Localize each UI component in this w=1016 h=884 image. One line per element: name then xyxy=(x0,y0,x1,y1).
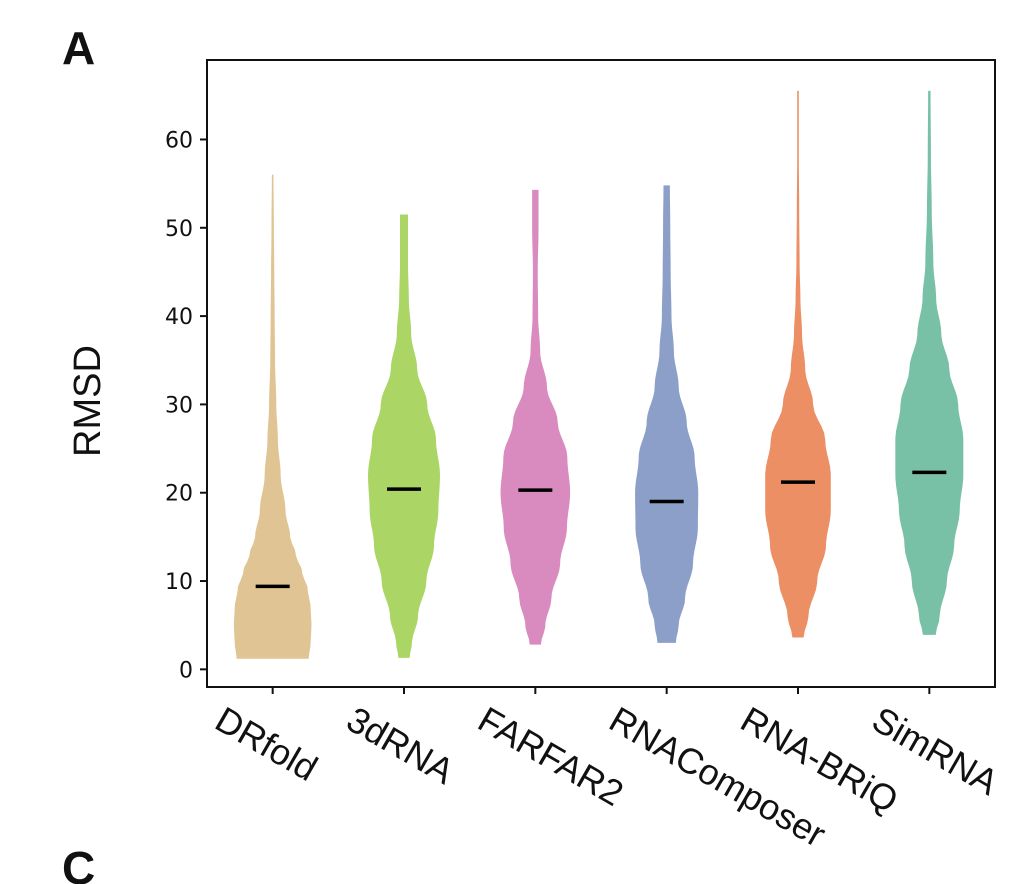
violin-rnacomposer xyxy=(635,185,699,643)
y-tick-layer: 0 10 20 30 40 50 60 xyxy=(165,128,207,683)
y-axis-label: RMSD xyxy=(67,345,109,457)
violin-drfold xyxy=(233,174,312,659)
violin-farfar2 xyxy=(500,189,571,645)
panel-label-a: A xyxy=(62,22,95,74)
y-tick-label: 60 xyxy=(165,128,193,153)
violin-3drna xyxy=(368,214,440,658)
violin-rna-briq xyxy=(765,90,831,638)
panel-label-c: C xyxy=(62,842,95,884)
median-layer xyxy=(255,470,947,589)
x-tick-label: DRfold xyxy=(209,698,325,789)
y-tick-label: 50 xyxy=(165,217,193,242)
violin-layer xyxy=(233,90,964,659)
x-tick-label: RNAComposer xyxy=(603,698,833,855)
y-tick-label: 0 xyxy=(179,658,193,683)
y-tick-label: 40 xyxy=(165,305,193,330)
plot-frame xyxy=(206,59,996,688)
x-tick-label: FARFAR2 xyxy=(471,698,630,814)
violin-simrna xyxy=(895,90,964,635)
x-tick-layer: DRfold 3dRNA FARFAR2RNAComposerRNA-BRiQSim… xyxy=(209,687,1005,855)
y-tick-label: 10 xyxy=(165,570,193,595)
y-tick-label: 30 xyxy=(165,393,193,418)
x-tick-label: 3dRNA xyxy=(340,698,461,792)
y-tick-label: 20 xyxy=(165,482,193,507)
